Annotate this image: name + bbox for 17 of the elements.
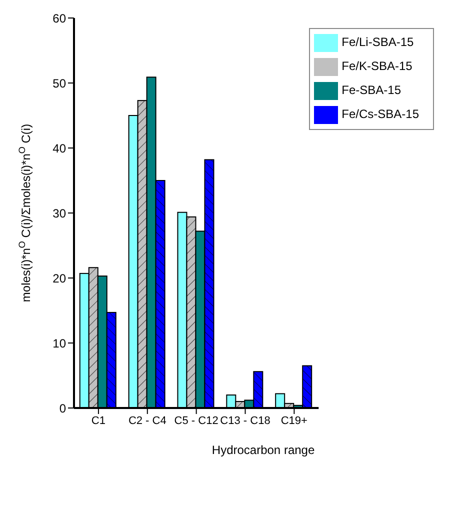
legend-label: Fe-SBA-15 bbox=[342, 83, 401, 98]
legend-label: Fe/Li-SBA-15 bbox=[342, 35, 414, 50]
x-tick-label: C13 - C18 bbox=[220, 414, 270, 427]
legend-label: Fe/Cs-SBA-15 bbox=[342, 107, 419, 122]
x-tick-label: C19+ bbox=[280, 414, 308, 427]
x-tick-label: C1 bbox=[91, 414, 106, 427]
y-tick-label: 60 bbox=[52, 11, 66, 26]
y-tick-label: 0 bbox=[59, 401, 66, 416]
y-tick-label: 30 bbox=[52, 206, 66, 220]
x-axis-title: Hydrocarbon range bbox=[212, 443, 315, 457]
legend-label: Fe/K-SBA-15 bbox=[342, 59, 412, 74]
x-tick-label: C5 - C12 bbox=[174, 414, 218, 427]
y-tick-label: 20 bbox=[52, 271, 66, 286]
y-tick-label: 10 bbox=[52, 336, 66, 350]
x-tick-label: C2 - C4 bbox=[128, 414, 166, 427]
y-tick-label: 50 bbox=[52, 76, 66, 90]
y-tick-label: 40 bbox=[52, 141, 66, 156]
